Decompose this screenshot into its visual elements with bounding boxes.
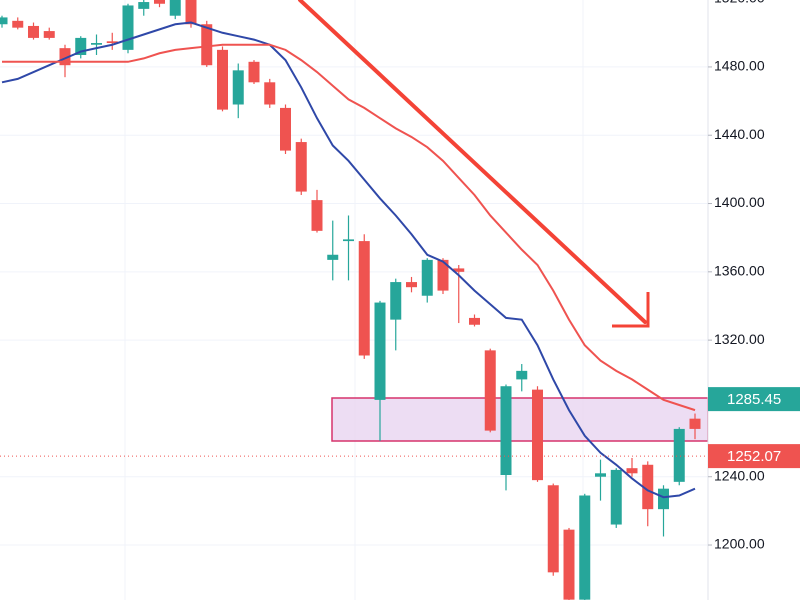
candle-body [311, 200, 323, 231]
candle-body [516, 370, 528, 380]
candle-body [689, 418, 701, 429]
candle-body [201, 24, 213, 66]
annotations [298, 0, 650, 328]
candle-body [421, 259, 433, 296]
candle-body [264, 82, 276, 105]
candle-body [374, 302, 386, 400]
y-tick-label: 1480.00 [714, 58, 765, 74]
candle-body [610, 469, 622, 525]
candle-body [673, 428, 685, 482]
y-tick-label: 1320.00 [714, 331, 765, 347]
candle-body [12, 20, 24, 28]
candle-body [28, 25, 39, 38]
candle-body [122, 5, 134, 50]
candle-body [500, 386, 512, 476]
moving-average [2, 43, 696, 412]
trend-arrow [298, 0, 647, 324]
candle-body [437, 259, 449, 291]
price-label: 1252.07 [727, 448, 781, 465]
candle-body [232, 70, 244, 105]
candle-body [43, 31, 55, 38]
y-tick-label: 1360.00 [714, 263, 765, 279]
price-label: 1285.45 [727, 391, 781, 408]
zone-box [331, 397, 708, 442]
moving-average [1, 21, 696, 499]
candle-body [469, 317, 480, 325]
arrow-head [612, 292, 650, 328]
candle-body [563, 529, 575, 600]
candle-body [658, 488, 669, 510]
candle-body [327, 254, 339, 260]
candle-body [154, 0, 165, 4]
candle-body [75, 37, 87, 55]
candle-body [343, 239, 354, 242]
price-axis [708, 0, 800, 600]
candle-body [406, 282, 417, 288]
candle-body [453, 268, 465, 272]
candle-body [91, 43, 102, 45]
candle-body [532, 389, 543, 481]
candle-body [217, 49, 228, 110]
y-tick-label: 1440.00 [714, 126, 765, 142]
plot-area [0, 0, 708, 600]
candle-body [0, 17, 8, 25]
candle-body [642, 464, 654, 510]
candle-body [59, 48, 71, 66]
y-tick-label: 1520.00 [714, 0, 765, 5]
candle-body [547, 485, 559, 573]
candle-body [169, 0, 181, 16]
candle-body [138, 2, 150, 9]
candle-body [295, 142, 307, 192]
candle-body [390, 282, 402, 320]
candle-body [626, 468, 638, 474]
candle-body [358, 241, 370, 356]
candle-body [248, 61, 260, 83]
candle-body [595, 473, 606, 477]
price-label-box [708, 387, 800, 412]
candle-body [484, 350, 496, 431]
candle-body [280, 107, 291, 151]
candle-body [106, 41, 118, 44]
candle-body [579, 495, 591, 600]
y-tick-label: 1200.00 [714, 536, 765, 552]
y-tick-label: 1240.00 [714, 467, 765, 483]
y-tick-label: 1400.00 [714, 194, 765, 210]
candle-body [185, 0, 197, 25]
price-label-box [708, 444, 800, 469]
